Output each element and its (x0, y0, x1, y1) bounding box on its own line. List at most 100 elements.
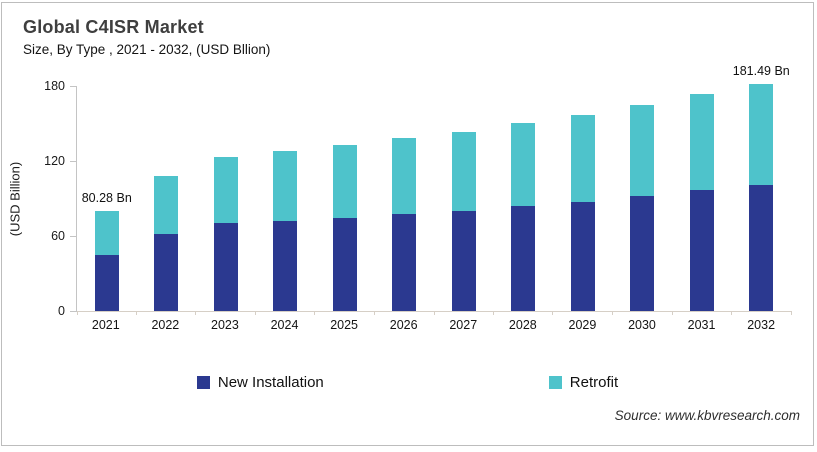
bar-segment-retrofit (451, 131, 476, 211)
x-tick-mark (76, 311, 78, 315)
legend-label-retrofit: Retrofit (569, 374, 619, 391)
x-tick-mark (612, 311, 613, 315)
x-axis-label: 2027 (449, 318, 478, 332)
bar-segment-new-installation (392, 214, 417, 311)
bar-group-2031 (672, 86, 732, 311)
bar-group-2029 (553, 86, 613, 311)
bar-segment-retrofit (213, 156, 238, 224)
bar-segment-retrofit (273, 150, 298, 221)
legend-label-new-installation: New Installation (217, 374, 324, 391)
bar-group-2030 (613, 86, 673, 311)
bar-segment-retrofit (570, 115, 595, 202)
bar-group-2025 (315, 86, 375, 311)
legend-swatch-new-installation-icon (196, 376, 210, 389)
bar-segment-retrofit (94, 210, 119, 255)
bar-stack (273, 150, 298, 311)
chart-subtitle: Size, By Type , 2021 - 2032, (USD Bllion… (23, 42, 271, 57)
bar-segment-retrofit (630, 105, 655, 196)
x-axis-label: 2028 (508, 318, 537, 332)
y-tick-label: 120 (44, 154, 65, 168)
bar-group-2027 (434, 86, 494, 311)
bar-segment-new-installation (273, 220, 298, 311)
data-label: 80.28 Bn (81, 190, 132, 205)
bar-segment-new-installation (689, 190, 714, 311)
x-axis-label: 2024 (270, 318, 299, 332)
y-tick-mark (70, 85, 77, 87)
plot-area: 80.28 Bn 181.49 Bn (70, 64, 792, 315)
x-axis-labels: 2021 2022 2023 2024 2025 2026 2027 2028 2029 2030… (76, 318, 791, 332)
x-tick-mark (195, 311, 197, 315)
bar-segment-new-installation (213, 223, 238, 311)
y-tick-mark (70, 310, 77, 312)
bar-group-2022 (137, 86, 197, 311)
bar-segment-retrofit (392, 138, 417, 215)
chart-header: Global C4ISR Market Size, By Type , 2021… (2, 3, 813, 60)
bar-segment-new-installation (451, 210, 476, 311)
source-text: Source: www.kbvresearch.com (614, 408, 800, 423)
bar-segment-retrofit (154, 175, 179, 235)
bar-segment-retrofit (511, 123, 536, 206)
bar-segment-retrofit (749, 84, 774, 185)
x-tick-mark (731, 311, 732, 315)
x-axis-label: 2025 (330, 318, 358, 332)
bar-segment-new-installation (154, 234, 179, 311)
x-axis-label: 2032 (747, 318, 776, 332)
bar-stack (213, 156, 238, 311)
x-tick-mark (255, 311, 256, 315)
x-tick-mark (135, 311, 137, 315)
legend: New Installation Retrofit (2, 374, 813, 391)
chart-area: (USD Billion) 0 60 120 180 80.28 Bn 181.49 B… (2, 64, 813, 318)
bar-segment-new-installation (749, 184, 774, 311)
bar-stack (451, 131, 476, 311)
x-tick-mark (552, 311, 554, 315)
x-axis-label: 2030 (628, 318, 656, 332)
y-tick-mark (70, 235, 77, 237)
bar-stack (630, 105, 655, 311)
y-tick-label: 60 (51, 229, 65, 243)
bar-stack (392, 138, 417, 311)
bar-segment-new-installation (570, 201, 595, 311)
bar-stack (332, 145, 357, 311)
bar-segment-new-installation (630, 195, 655, 311)
x-tick-mark (671, 311, 673, 315)
x-tick-mark (790, 311, 792, 315)
x-tick-mark (433, 311, 435, 315)
legend-item-new-installation: New Installation (196, 374, 324, 391)
data-label: 181.49 Bn (732, 64, 790, 79)
y-tick-label: 180 (44, 79, 65, 93)
chart-title: Global C4ISR Market (23, 17, 204, 37)
bar-segment-new-installation (511, 206, 536, 311)
x-axis-label: 2021 (91, 318, 120, 332)
bar-stack (570, 115, 595, 311)
y-axis-ticks: 0 60 120 180 (28, 79, 76, 318)
bar-stack (749, 84, 774, 311)
x-tick-mark (493, 311, 494, 315)
bar-stack (511, 123, 536, 311)
bar-segment-retrofit (689, 94, 714, 191)
legend-item-retrofit: Retrofit (548, 374, 619, 391)
bar-segment-new-installation (94, 254, 119, 311)
bar-group-2021: 80.28 Bn (77, 86, 137, 311)
x-tick-mark (314, 311, 316, 315)
x-axis-label: 2031 (687, 318, 716, 332)
bar-group-2028 (494, 86, 554, 311)
bar-stack (689, 94, 714, 311)
x-axis-label: 2022 (151, 318, 180, 332)
y-tick-label: 0 (58, 304, 65, 318)
bar-group-2024 (256, 86, 316, 311)
bar-segment-retrofit (332, 145, 357, 218)
x-axis-label: 2026 (389, 318, 418, 332)
bar-group-2026 (375, 86, 435, 311)
bar-group-2023 (196, 86, 256, 311)
y-axis-title: (USD Billion) (2, 86, 28, 311)
bar-group-2032: 181.49 Bn (732, 64, 792, 311)
chart-card: Global C4ISR Market Size, By Type , 2021… (1, 2, 814, 446)
x-tick-mark (374, 311, 375, 315)
y-tick-mark (70, 160, 77, 162)
x-axis-label: 2029 (568, 318, 597, 332)
legend-swatch-retrofit-icon (548, 376, 562, 389)
bar-stack (154, 175, 179, 311)
bar-stack (94, 210, 119, 311)
bar-segment-new-installation (332, 217, 357, 311)
bars-container: 80.28 Bn 181.49 Bn (77, 64, 792, 311)
